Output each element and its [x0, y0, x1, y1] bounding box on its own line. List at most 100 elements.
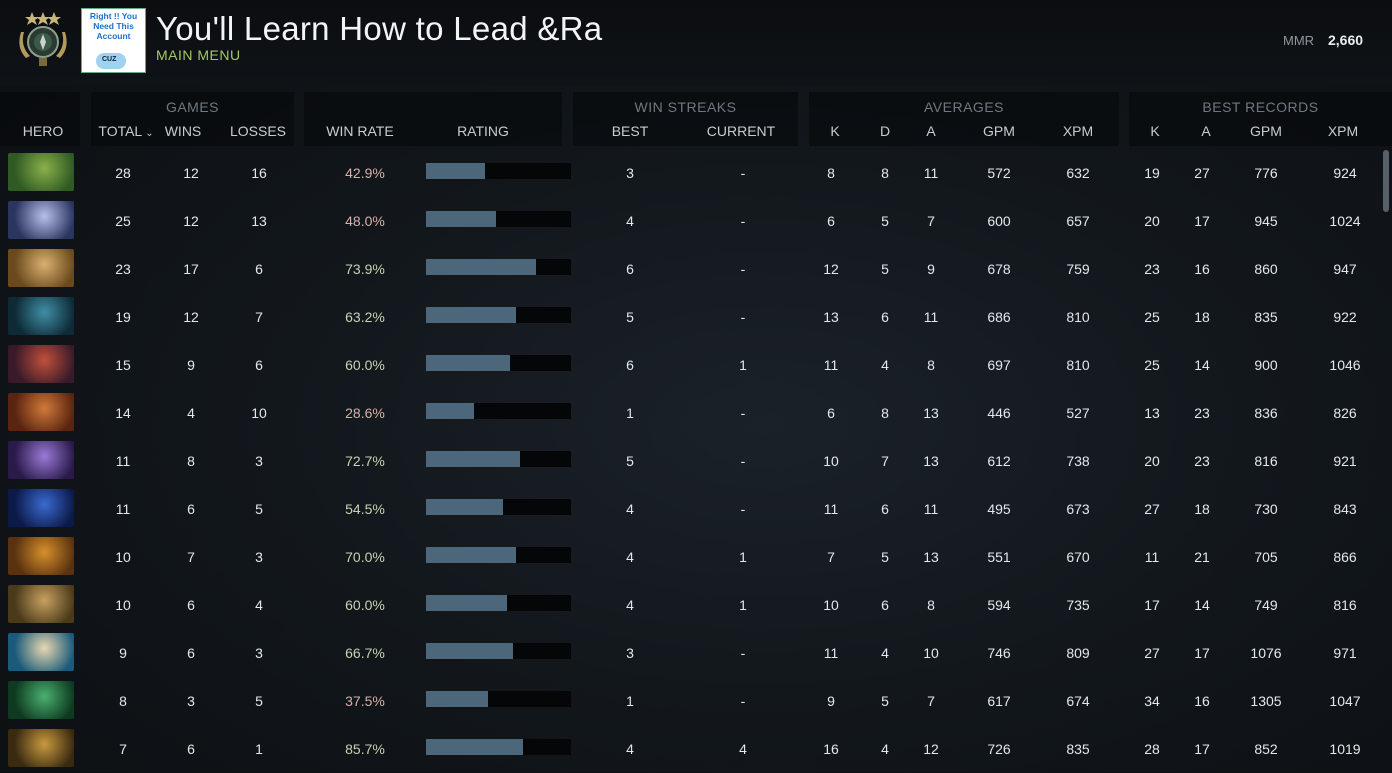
hero-portrait-icon[interactable] [8, 681, 74, 719]
hero-portrait-icon[interactable] [8, 633, 74, 671]
cell-current-streak: - [740, 645, 746, 661]
column-header-current-streak[interactable]: CURRENT [706, 123, 776, 139]
hero-portrait-icon[interactable] [8, 297, 74, 335]
cell-avg-a: 11 [923, 165, 939, 181]
cell-best-xpm: 1047 [1329, 693, 1361, 709]
hero-portrait-icon[interactable] [8, 345, 74, 383]
cell-best-k: 27 [1144, 501, 1160, 517]
hero-portrait-icon[interactable] [8, 537, 74, 575]
cell-best-gpm: 945 [1254, 213, 1278, 229]
cell-avg-xpm: 674 [1066, 693, 1090, 709]
cell-avg-gpm: 612 [987, 453, 1011, 469]
column-header-losses[interactable]: LOSSES [229, 123, 287, 139]
cell-avg-xpm: 673 [1066, 501, 1090, 517]
table-row[interactable]: 15 9 6 60.0% 6 1 11 4 8 697 810 25 14 900 1046 [0, 341, 1392, 389]
cell-current-streak: - [740, 165, 746, 181]
hero-portrait-icon[interactable] [8, 201, 74, 239]
table-row[interactable]: 8 3 5 37.5% 1 - 9 5 7 617 674 34 16 1305 1047 [0, 677, 1392, 725]
column-header-win-rate[interactable]: WIN RATE [326, 123, 394, 139]
cell-best-xpm: 843 [1333, 501, 1357, 517]
rating-bar [426, 499, 571, 515]
cell-best-k: 28 [1144, 741, 1160, 757]
cell-best-xpm: 921 [1333, 453, 1357, 469]
column-header-total-label: TOTAL [98, 123, 143, 139]
profile-header [0, 0, 1392, 86]
cell-avg-gpm: 551 [987, 549, 1011, 565]
table-row[interactable]: 11 8 3 72.7% 5 - 10 7 13 612 738 20 23 816 921 [0, 437, 1392, 485]
group-label-win-streaks: WIN STREAKS [634, 99, 737, 115]
cell-losses: 7 [255, 309, 263, 325]
table-row[interactable]: 11 6 5 54.5% 4 - 11 6 11 495 673 27 18 730 843 [0, 485, 1392, 533]
cell-best-gpm: 900 [1254, 357, 1278, 373]
profile-avatar[interactable]: Right !! You Need This Account CUZ [81, 8, 146, 73]
cell-best-streak: 4 [626, 213, 634, 229]
cell-best-k: 34 [1144, 693, 1160, 709]
column-header-hero[interactable]: HERO [22, 123, 64, 139]
hero-portrait-icon[interactable] [8, 393, 74, 431]
cell-best-a: 18 [1194, 501, 1210, 517]
profile-name: You'll Learn How to Lead &Ra [156, 10, 603, 47]
cell-current-streak: 4 [739, 741, 747, 757]
cell-best-a: 17 [1194, 741, 1210, 757]
table-row[interactable]: 10 7 3 70.0% 4 1 7 5 13 551 670 11 21 705 866 [0, 533, 1392, 581]
rating-bar-fill [426, 547, 516, 563]
cell-win-rate: 66.7% [345, 645, 385, 661]
hero-portrait-icon[interactable] [8, 489, 74, 527]
cell-best-a: 17 [1194, 213, 1210, 229]
column-header-best-a[interactable]: A [1201, 123, 1211, 139]
rating-bar [426, 163, 571, 179]
column-header-avg-a[interactable]: A [926, 123, 936, 139]
cell-win-rate: 63.2% [345, 309, 385, 325]
mmr-label: MMR [1283, 33, 1315, 48]
cell-current-streak: 1 [739, 357, 747, 373]
cell-current-streak: - [740, 693, 746, 709]
table-row[interactable]: 14 4 10 28.6% 1 - 6 8 13 446 527 13 23 836 826 [0, 389, 1392, 437]
cell-best-a: 23 [1194, 405, 1210, 421]
cell-best-xpm: 947 [1333, 261, 1357, 277]
cell-best-k: 11 [1144, 549, 1160, 565]
hero-portrait-icon[interactable] [8, 153, 74, 191]
table-row[interactable]: 19 12 7 63.2% 5 - 13 6 11 686 810 25 18 835 922 [0, 293, 1392, 341]
table-row[interactable]: 28 12 16 42.9% 3 - 8 8 11 572 632 19 27 776 924 [0, 149, 1392, 197]
table-row[interactable]: 25 12 13 48.0% 4-6 5 7 600 657 20 17 945 1024 [0, 197, 1392, 245]
cell-best-k: 25 [1144, 309, 1160, 325]
column-header-avg-k[interactable]: K [830, 123, 840, 139]
table-row[interactable]: 10 6 4 60.0% 4 1 10 6 8 594 735 17 14 749 816 [0, 581, 1392, 629]
cell-losses: 3 [255, 549, 263, 565]
cell-win-rate: 73.9% [345, 261, 385, 277]
rating-bar-fill [426, 643, 513, 659]
cell-avg-a: 11 [923, 309, 939, 325]
cell-best-xpm: 816 [1333, 597, 1357, 613]
cell-best-xpm: 826 [1333, 405, 1357, 421]
table-row[interactable]: 23 17 6 73.9% 6 - 12 5 9 678 759 23 16 860 947 [0, 245, 1392, 293]
cell-avg-xpm: 759 [1066, 261, 1090, 277]
hero-portrait-icon[interactable] [8, 249, 74, 287]
games-column-group [91, 92, 294, 146]
main-menu-link[interactable]: MAIN MENU [156, 47, 241, 63]
column-header-rating[interactable]: RATING [457, 123, 509, 139]
hero-portrait-icon[interactable] [8, 441, 74, 479]
column-header-best-streak[interactable]: BEST [611, 123, 649, 139]
column-header-avg-xpm[interactable]: XPM [1062, 123, 1094, 139]
rating-bar [426, 403, 571, 419]
hero-portrait-icon[interactable] [8, 585, 74, 623]
cell-losses: 10 [251, 405, 267, 421]
column-header-wins[interactable]: WINS [164, 123, 202, 139]
cell-total: 28 [115, 165, 131, 181]
hero-portrait-icon[interactable] [8, 729, 74, 767]
column-header-best-xpm[interactable]: XPM [1327, 123, 1359, 139]
cell-avg-xpm: 738 [1066, 453, 1090, 469]
column-header-avg-gpm[interactable]: GPM [983, 123, 1015, 139]
column-header-avg-d[interactable]: D [879, 123, 891, 139]
table-row[interactable]: 9 6 3 66.7% 3 - 11 4 10 746 809 27 17 1076 971 [0, 629, 1392, 677]
table-row[interactable]: 7 6 1 85.7% 4 4 16 4 12 726 835 28 17 852 1019 [0, 725, 1392, 773]
cell-losses: 3 [255, 453, 263, 469]
cell-best-streak: 4 [626, 549, 634, 565]
column-header-best-k[interactable]: K [1150, 123, 1160, 139]
rating-bar-fill [426, 211, 496, 227]
rating-bar [426, 355, 571, 371]
column-header-best-gpm[interactable]: GPM [1250, 123, 1282, 139]
column-header-total[interactable]: TOTAL ⌄ [91, 123, 161, 139]
table-scrollbar[interactable] [1383, 150, 1389, 212]
cell-avg-d: 7 [881, 453, 889, 469]
